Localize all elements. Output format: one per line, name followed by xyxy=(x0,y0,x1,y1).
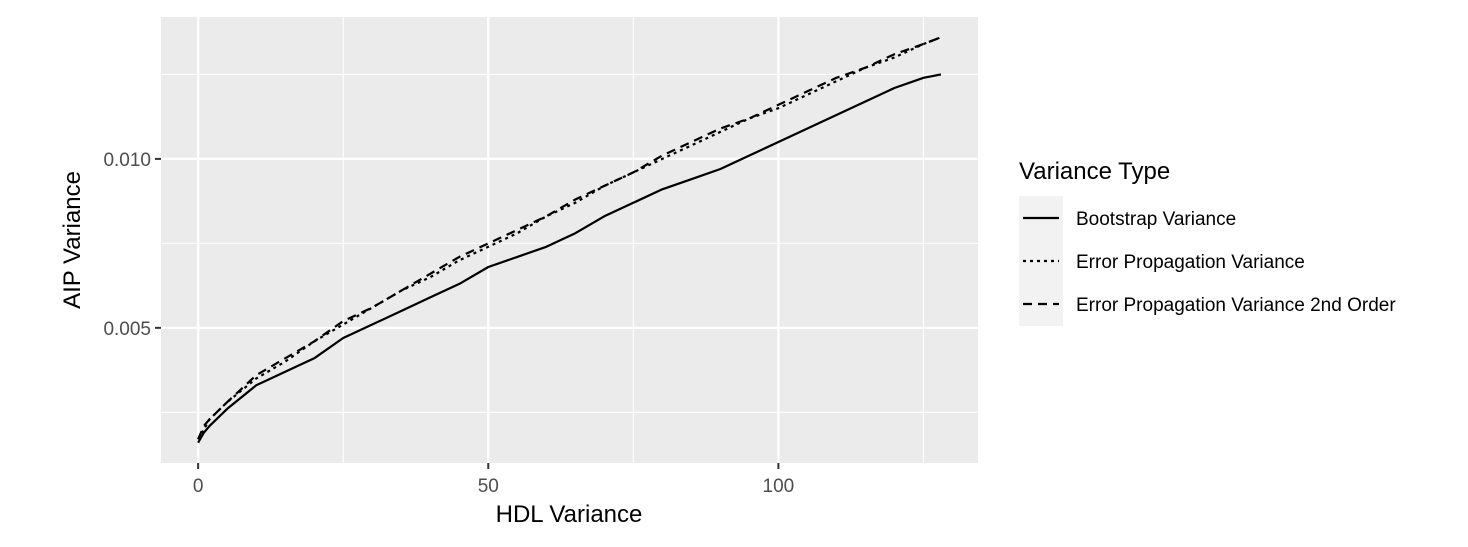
x-tick-label-0: 0 xyxy=(193,476,204,497)
legend: Variance Type Bootstrap Variance Error Pr… xyxy=(1019,158,1396,326)
legend-title: Variance Type xyxy=(1019,158,1170,185)
y-tick-label-0: 0.005 xyxy=(103,319,151,340)
y-tick-label-1: 0.010 xyxy=(103,150,151,171)
series-line-1 xyxy=(197,73,942,444)
legend-items: Bootstrap Variance Error Propagation Vari… xyxy=(1019,196,1396,326)
series-layer xyxy=(197,36,942,444)
legend-label-3: Error Propagation Variance 2nd Order xyxy=(1076,295,1396,316)
legend-label-2: Error Propagation Variance xyxy=(1076,252,1305,273)
x-tick-label-1: 50 xyxy=(478,476,499,497)
panel-background xyxy=(161,17,978,463)
x-tick-label-2: 100 xyxy=(763,476,795,497)
major-gridlines xyxy=(161,17,978,463)
y-axis-title: AIP Variance xyxy=(59,171,86,309)
series-line-3 xyxy=(197,36,942,440)
minor-gridlines xyxy=(161,17,978,463)
tick-labels: 0 50 100 0.005 0.010 xyxy=(103,150,794,497)
axis-ticks xyxy=(155,157,780,469)
series-line-2 xyxy=(197,36,942,440)
x-axis-title: HDL Variance xyxy=(496,501,643,528)
legend-label-1: Bootstrap Variance xyxy=(1076,209,1236,230)
